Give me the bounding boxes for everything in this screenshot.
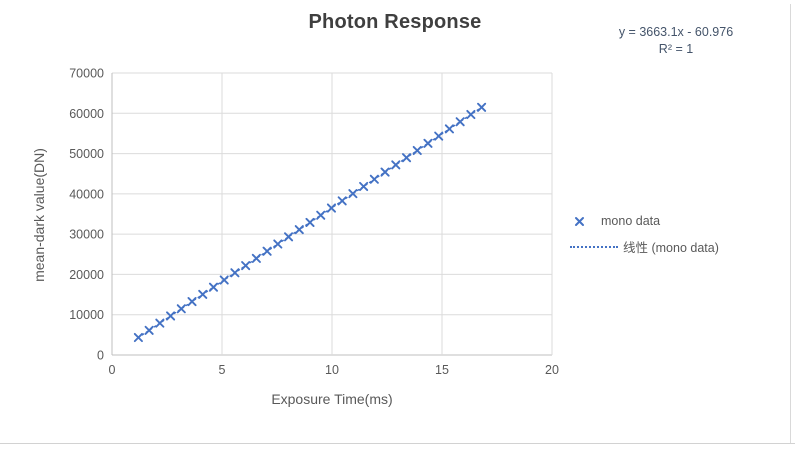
- data-point-marker: [155, 318, 165, 328]
- data-point-marker: [359, 181, 369, 192]
- data-point-marker: [423, 138, 433, 148]
- legend: mono data 线性 (mono data): [570, 214, 719, 256]
- legend-entry-trendline: 线性 (mono data): [570, 237, 719, 256]
- data-point-marker: [208, 282, 219, 292]
- chart-title: Photon Response: [308, 11, 482, 33]
- data-point-marker: [477, 102, 487, 112]
- data-point-marker: [412, 145, 422, 156]
- data-point-marker: [391, 160, 401, 170]
- data-point-marker: [348, 189, 358, 199]
- chart-frame-bottom-edge: [0, 443, 795, 444]
- data-point-marker: [198, 289, 208, 299]
- trendline-equation-line: y = 3663.1x - 60.976: [618, 25, 734, 39]
- dotted-line-icon: [570, 245, 618, 248]
- y-tick-label: 50000: [69, 147, 104, 161]
- legend-trendline-label: 线性 (mono data): [623, 241, 719, 255]
- x-marker-icon: [575, 216, 584, 226]
- data-point-marker: [369, 174, 379, 184]
- y-tick-label: 10000: [69, 308, 104, 322]
- data-point-marker: [219, 275, 229, 285]
- data-point-marker: [305, 217, 315, 227]
- data-point-marker: [337, 196, 347, 206]
- data-point-marker: [284, 232, 294, 242]
- x-tick-label: 20: [545, 363, 559, 377]
- y-tick-label: 60000: [69, 107, 104, 121]
- data-point-marker: [294, 225, 304, 235]
- x-axis-title: Exposure Time(ms): [271, 391, 393, 407]
- chart-frame-right-edge: [790, 4, 791, 444]
- data-point-marker: [466, 109, 476, 120]
- data-point-marker: [133, 332, 143, 343]
- data-point-marker: [380, 167, 390, 177]
- data-point-marker: [187, 297, 197, 307]
- data-point-marker: [434, 131, 444, 141]
- y-tick-label: 0: [97, 349, 104, 363]
- data-point-marker: [262, 246, 272, 256]
- data-point-marker: [241, 261, 251, 271]
- y-tick-label: 70000: [69, 67, 104, 81]
- data-point-marker: [251, 253, 261, 263]
- legend-entry-series: mono data: [570, 214, 719, 228]
- trendline-equation: y = 3663.1x - 60.976 R² = 1: [592, 24, 760, 58]
- y-tick-label: 40000: [69, 187, 104, 201]
- data-point-marker: [326, 203, 336, 213]
- data-point-marker: [316, 210, 326, 220]
- data-point-marker: [401, 153, 412, 163]
- legend-series-label: mono data: [601, 214, 661, 228]
- data-point-marker: [166, 311, 176, 321]
- data-point-marker: [455, 117, 465, 127]
- y-tick-label: 20000: [69, 268, 104, 282]
- trendline-r-squared: R² = 1: [658, 42, 694, 56]
- data-point-marker: [230, 268, 240, 278]
- x-tick-label: 10: [325, 363, 339, 377]
- data-point-marker: [176, 304, 186, 314]
- x-tick-label: 0: [109, 363, 116, 377]
- data-point-marker: [273, 239, 283, 249]
- x-tick-label: 5: [219, 363, 226, 377]
- y-tick-label: 30000: [69, 228, 104, 242]
- x-tick-label: 15: [435, 363, 449, 377]
- data-point-marker: [444, 124, 454, 134]
- data-point-marker: [144, 325, 154, 335]
